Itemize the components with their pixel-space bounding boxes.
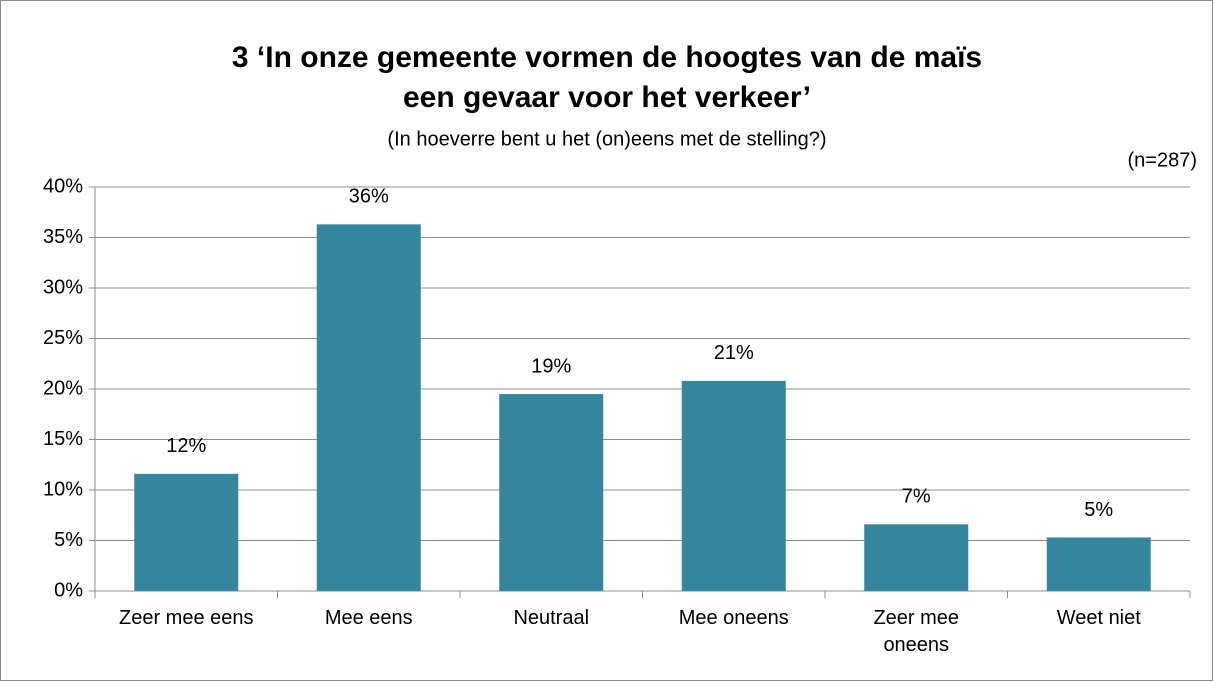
y-tick-label: 20% bbox=[43, 377, 83, 399]
data-label: 7% bbox=[902, 486, 931, 508]
x-tick-label: Weet niet bbox=[1056, 607, 1141, 629]
data-label: 36% bbox=[349, 186, 389, 208]
data-label: 12% bbox=[166, 435, 206, 457]
y-tick-label: 15% bbox=[43, 428, 83, 450]
x-tick-label: Neutraal bbox=[513, 607, 590, 629]
bar bbox=[681, 380, 786, 591]
x-tick-label: Zeer mee eens bbox=[118, 607, 254, 629]
x-tick-label: Mee eens bbox=[324, 607, 413, 629]
data-label: 21% bbox=[714, 342, 754, 364]
chart-subtitle: (In hoeverre bent u het (on)eens met de … bbox=[387, 128, 826, 150]
y-tick-label: 25% bbox=[43, 327, 83, 349]
y-tick-label: 10% bbox=[43, 478, 83, 500]
bar bbox=[1046, 537, 1151, 591]
bar bbox=[134, 473, 239, 591]
y-tick-label: 5% bbox=[54, 529, 83, 551]
y-tick-label: 0% bbox=[54, 579, 83, 601]
data-label: 19% bbox=[531, 355, 571, 377]
bar bbox=[316, 224, 421, 591]
chart-note: (n=287) bbox=[1128, 149, 1198, 171]
y-tick-label: 35% bbox=[43, 226, 83, 248]
bar bbox=[499, 394, 604, 591]
chart-title: 3 ‘In onze gemeente vormen de hoogtes va… bbox=[231, 41, 983, 114]
bar bbox=[864, 524, 969, 591]
y-tick-label: 40% bbox=[43, 175, 83, 197]
y-tick-label: 30% bbox=[43, 276, 83, 298]
data-label: 5% bbox=[1084, 499, 1113, 521]
x-tick-label: Mee oneens bbox=[678, 607, 789, 629]
x-tick-label: Zeer mee oneens bbox=[873, 607, 960, 656]
